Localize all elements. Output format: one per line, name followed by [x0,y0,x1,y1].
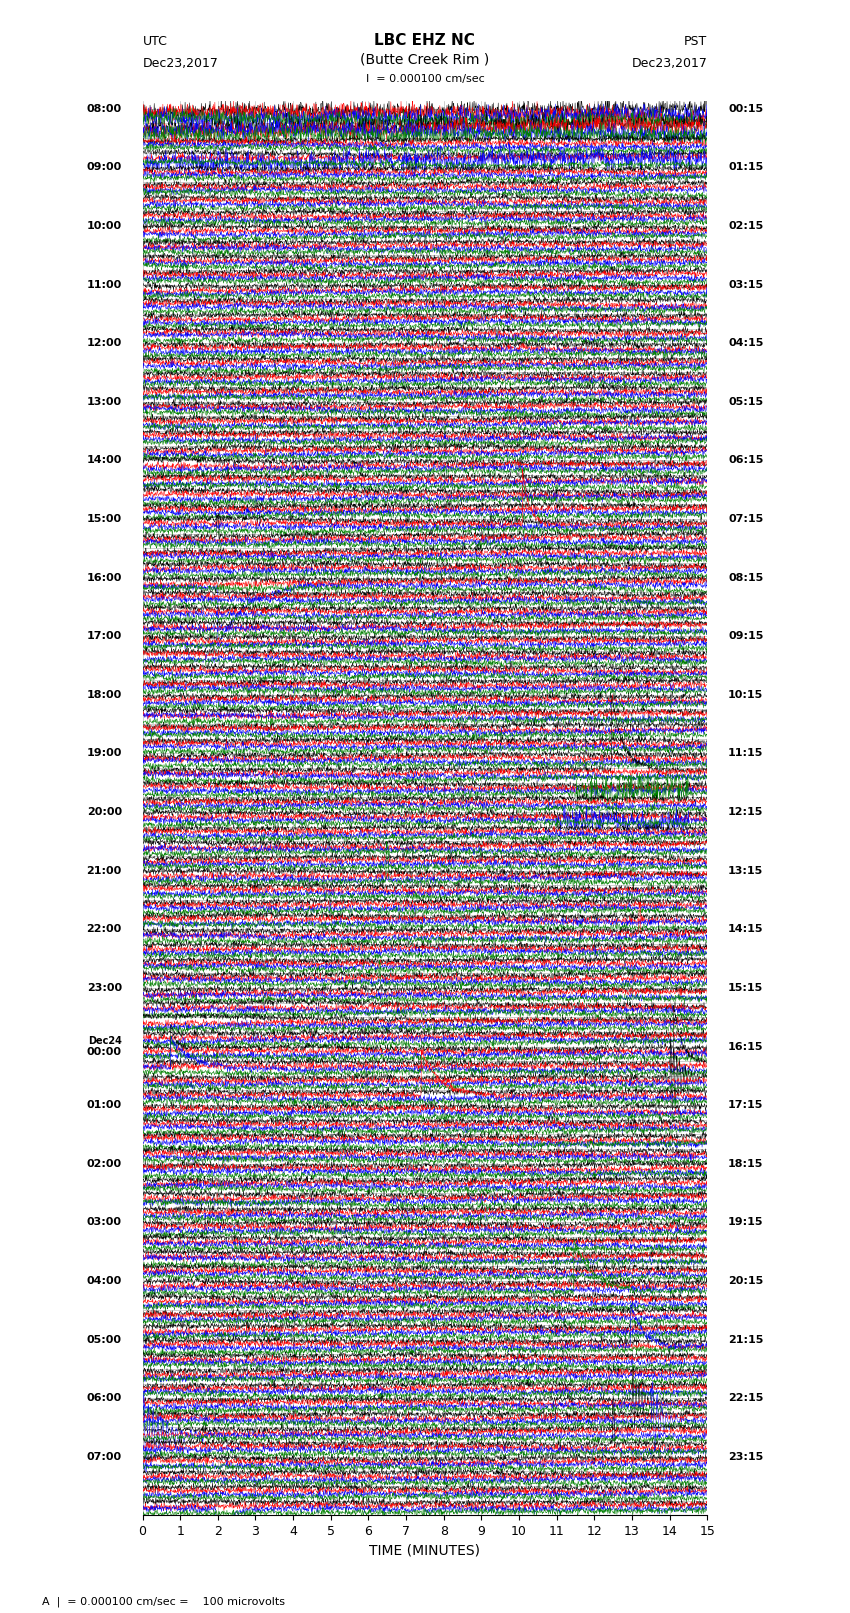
Text: (Butte Creek Rim ): (Butte Creek Rim ) [360,52,490,66]
Text: 04:00: 04:00 [87,1276,122,1286]
Text: 21:00: 21:00 [87,866,122,876]
Text: 03:15: 03:15 [728,279,763,290]
Text: 01:00: 01:00 [87,1100,122,1110]
Text: 08:00: 08:00 [87,103,122,115]
Text: 21:15: 21:15 [728,1334,763,1345]
Text: 09:00: 09:00 [87,163,122,173]
Text: 18:00: 18:00 [87,690,122,700]
Text: 10:00: 10:00 [87,221,122,231]
Text: 16:00: 16:00 [87,573,122,582]
Text: 00:00: 00:00 [87,1047,122,1057]
Text: 11:00: 11:00 [87,279,122,290]
Text: 17:15: 17:15 [728,1100,763,1110]
Text: 15:00: 15:00 [87,515,122,524]
X-axis label: TIME (MINUTES): TIME (MINUTES) [370,1544,480,1558]
Text: 03:00: 03:00 [87,1218,122,1227]
Text: 05:00: 05:00 [87,1334,122,1345]
Text: 06:15: 06:15 [728,455,763,466]
Text: 02:15: 02:15 [728,221,763,231]
Text: 13:00: 13:00 [87,397,122,406]
Text: PST: PST [684,34,707,48]
Text: 20:00: 20:00 [87,806,122,818]
Text: I  = 0.000100 cm/sec: I = 0.000100 cm/sec [366,74,484,84]
Text: 23:00: 23:00 [87,982,122,994]
Text: 16:15: 16:15 [728,1042,763,1052]
Text: 20:15: 20:15 [728,1276,763,1286]
Text: 08:15: 08:15 [728,573,763,582]
Text: 22:15: 22:15 [728,1394,763,1403]
Text: 12:00: 12:00 [87,339,122,348]
Text: 09:15: 09:15 [728,631,763,642]
Text: 02:00: 02:00 [87,1158,122,1169]
Text: 01:15: 01:15 [728,163,763,173]
Text: 05:15: 05:15 [728,397,763,406]
Text: 15:15: 15:15 [728,982,763,994]
Text: 04:15: 04:15 [728,339,763,348]
Text: Dec23,2017: Dec23,2017 [143,58,218,71]
Text: 22:00: 22:00 [87,924,122,934]
Text: 14:00: 14:00 [87,455,122,466]
Text: 12:15: 12:15 [728,806,763,818]
Text: 14:15: 14:15 [728,924,763,934]
Text: 10:15: 10:15 [728,690,763,700]
Text: 17:00: 17:00 [87,631,122,642]
Text: 19:00: 19:00 [87,748,122,758]
Text: 18:15: 18:15 [728,1158,763,1169]
Text: Dec24: Dec24 [88,1036,122,1045]
Text: LBC EHZ NC: LBC EHZ NC [375,32,475,48]
Text: UTC: UTC [143,34,167,48]
Text: 19:15: 19:15 [728,1218,763,1227]
Text: 00:15: 00:15 [728,103,763,115]
Text: 13:15: 13:15 [728,866,763,876]
Text: A  |  = 0.000100 cm/sec =    100 microvolts: A | = 0.000100 cm/sec = 100 microvolts [42,1595,286,1607]
Text: 23:15: 23:15 [728,1452,763,1461]
Text: Dec23,2017: Dec23,2017 [632,58,707,71]
Text: 11:15: 11:15 [728,748,763,758]
Text: 07:00: 07:00 [87,1452,122,1461]
Text: 07:15: 07:15 [728,515,763,524]
Text: 06:00: 06:00 [87,1394,122,1403]
